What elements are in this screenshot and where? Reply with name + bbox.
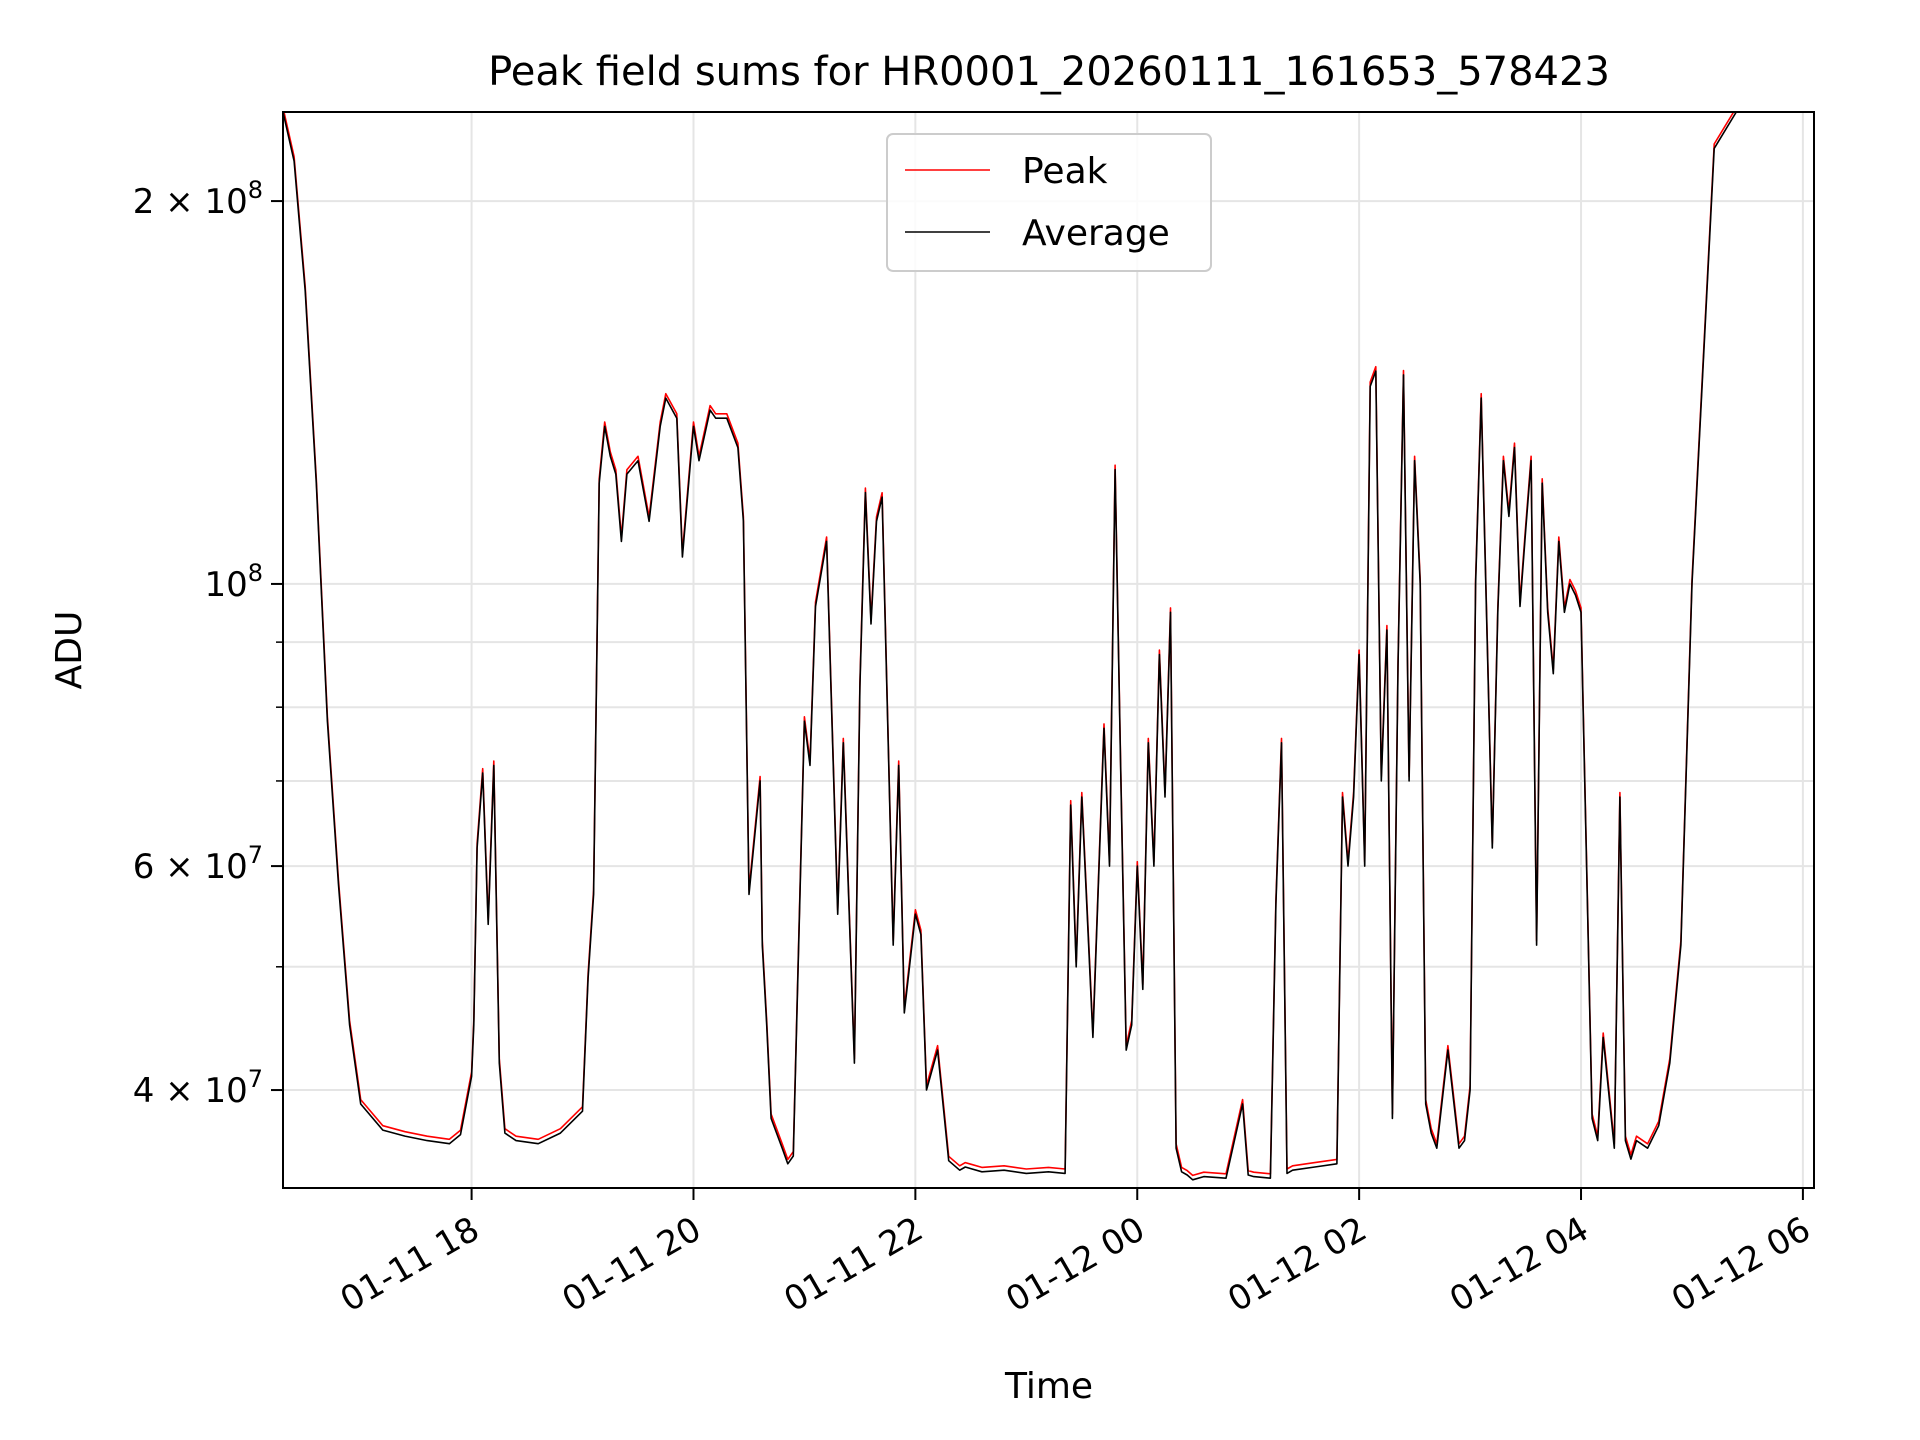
x-tick-label: 01-12 04 [1443,1209,1595,1320]
grid-lines [283,112,1814,1188]
x-tick-label: 01-11 22 [777,1209,929,1320]
legend-box [886,133,1212,272]
legend-average-label: Average [1022,213,1170,254]
x-axis-label: Time [1004,1366,1093,1407]
x-axis: 01-11 18 01-11 20 01-11 22 01-12 00 01-12 02… [334,1188,1817,1320]
y-tick-label: 108 [204,559,263,605]
x-tick-label: 01-12 02 [1221,1209,1373,1320]
legend: Peak Average [886,133,1212,272]
chart-title: Peak field sums for HR0001_20260111_1616… [488,49,1610,95]
y-axis-label: ADU [49,611,90,690]
legend-peak-label: Peak [1022,151,1108,192]
y-tick-label: 4 × 107 [133,1065,263,1111]
series-line-average [283,112,1737,1181]
series-group [283,112,1737,1181]
x-tick-label: 01-12 06 [1665,1209,1817,1320]
x-tick-label: 01-11 18 [334,1209,486,1320]
plot-frame [282,111,1815,1189]
y-tick-label: 2 × 108 [133,176,263,222]
y-axis: 4 × 107 6 × 107 108 2 × 108 [133,176,283,1111]
x-tick-label: 01-11 20 [556,1209,708,1320]
x-tick-label: 01-12 00 [999,1209,1151,1320]
y-tick-label: 6 × 107 [133,841,263,887]
